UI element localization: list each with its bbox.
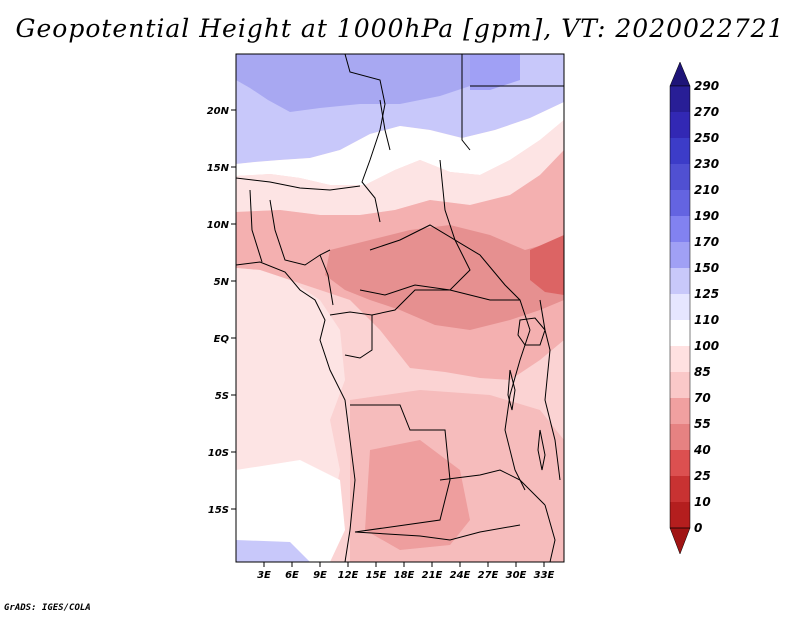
- colorbar-label: 290: [694, 79, 719, 93]
- border-egypt-sudan: [461, 54, 471, 151]
- colorbar-bin: [670, 476, 690, 502]
- colorbar-bin: [670, 86, 690, 112]
- map-frame: [235, 53, 565, 563]
- colorbar-arrow-top: [669, 61, 691, 87]
- border-nile: [379, 99, 391, 151]
- colorbar-bin: [670, 164, 690, 190]
- lat-label-eq: EQ: [214, 334, 230, 345]
- footer-credit: GrADS: IGES/COLA: [4, 603, 91, 613]
- lake-tanganyika: [507, 369, 516, 411]
- lat-label-5n: 5N: [214, 277, 230, 288]
- colorbar-bin: [670, 346, 690, 372]
- colorbar-bin: [670, 398, 690, 424]
- colorbar-bin: [670, 190, 690, 216]
- lat-label-15s: 15S: [208, 505, 229, 516]
- colorbar-bin: [670, 112, 690, 138]
- colorbar-label: 230: [694, 157, 719, 171]
- lake-malawi: [537, 429, 546, 471]
- border-nigeria: [269, 199, 331, 266]
- country-borders: [236, 54, 564, 562]
- lon-label-6e: 6E: [285, 570, 299, 581]
- border-mozambique: [544, 504, 556, 562]
- lon-label-15e: 15E: [366, 570, 387, 581]
- field-red-south: [365, 440, 470, 550]
- border-sahel: [236, 177, 361, 191]
- lat-label-20n: 20N: [207, 106, 230, 117]
- colorbar-label: 40: [693, 443, 711, 457]
- field-white-sw: [236, 460, 345, 562]
- lake-victoria: [517, 317, 546, 346]
- geopotential-field: [236, 54, 564, 562]
- colorbar-label: 110: [694, 313, 719, 327]
- lon-label-3e: 3E: [257, 570, 271, 581]
- colorbar-bin: [670, 242, 690, 268]
- field-blue-sw: [236, 540, 310, 562]
- colorbar-label: 250: [694, 131, 719, 145]
- colorbar-label: 70: [694, 391, 711, 405]
- lon-axis: 3E 6E 9E 12E 15E 18E 21E 24E 27E 30E 33E: [257, 562, 555, 581]
- field-red-east: [530, 235, 564, 295]
- colorbar-label: 55: [694, 417, 711, 431]
- border-libya-chad: [344, 54, 386, 223]
- lat-label-10n: 10N: [207, 220, 230, 231]
- lon-label-33e: 33E: [534, 570, 555, 581]
- colorbar-label: 270: [694, 105, 719, 119]
- lat-label-15n: 15N: [207, 163, 230, 174]
- colorbar-bin: [670, 450, 690, 476]
- colorbar-arrow-bottom: [669, 527, 691, 555]
- colorbar-label: 210: [694, 183, 719, 197]
- colorbar-bin: [670, 294, 690, 320]
- border-gabon-congo: [329, 311, 373, 359]
- colorbar-bin: [670, 216, 690, 242]
- border-cameroon: [319, 254, 334, 306]
- border-car: [359, 224, 471, 296]
- field-red-core: [325, 225, 564, 330]
- colorbar-label: 85: [694, 365, 711, 379]
- field-blue-higher: [236, 54, 470, 112]
- coast-west-africa: [236, 261, 356, 562]
- lon-label-30e: 30E: [506, 570, 527, 581]
- border-zambia: [439, 469, 546, 506]
- colorbar-bin: [670, 502, 690, 528]
- border-west-inner: [249, 189, 263, 263]
- colorbar-bin: [670, 268, 690, 294]
- lon-label-12e: 12E: [338, 570, 359, 581]
- border-east: [539, 299, 561, 481]
- map-title: Geopotential Height at 1000hPa [gpm], VT…: [15, 14, 785, 43]
- colorbar-bin: [670, 424, 690, 450]
- colorbar-label: 125: [694, 287, 719, 301]
- border-drc-east: [504, 329, 531, 491]
- lon-label-27e: 27E: [478, 570, 499, 581]
- lon-label-18e: 18E: [394, 570, 415, 581]
- lat-label-5s: 5S: [215, 391, 229, 402]
- field-pink-light: [236, 120, 564, 215]
- field-blue-top-right: [470, 54, 520, 90]
- colorbar-label: 10: [694, 495, 711, 509]
- colorbar-label: 150: [694, 261, 719, 275]
- lon-label-9e: 9E: [313, 570, 327, 581]
- lon-label-24e: 24E: [450, 570, 471, 581]
- colorbar-bin: [670, 372, 690, 398]
- colorbar-bin: [670, 320, 690, 346]
- colorbar-label: 25: [694, 469, 711, 483]
- colorbar-label: 190: [694, 209, 719, 223]
- colorbar-label: 170: [694, 235, 719, 249]
- lat-axis: 20N 15N 10N 5N EQ 5S 10S 15S: [207, 106, 236, 516]
- border-chad-sudan: [439, 159, 521, 301]
- field-white-band: [236, 102, 564, 185]
- colorbar: 290 270 250 230 210 190 170 150 125 110 …: [669, 61, 719, 555]
- lat-label-10s: 10S: [208, 448, 229, 459]
- border-namibia-botswana: [354, 524, 521, 541]
- colorbar-label: 100: [694, 339, 719, 353]
- lon-label-21e: 21E: [422, 570, 443, 581]
- colorbar-label: 0: [694, 521, 702, 535]
- border-drc-north: [371, 289, 531, 331]
- colorbar-bin: [670, 138, 690, 164]
- border-angola: [350, 404, 451, 533]
- colorbar-outline: [669, 85, 691, 529]
